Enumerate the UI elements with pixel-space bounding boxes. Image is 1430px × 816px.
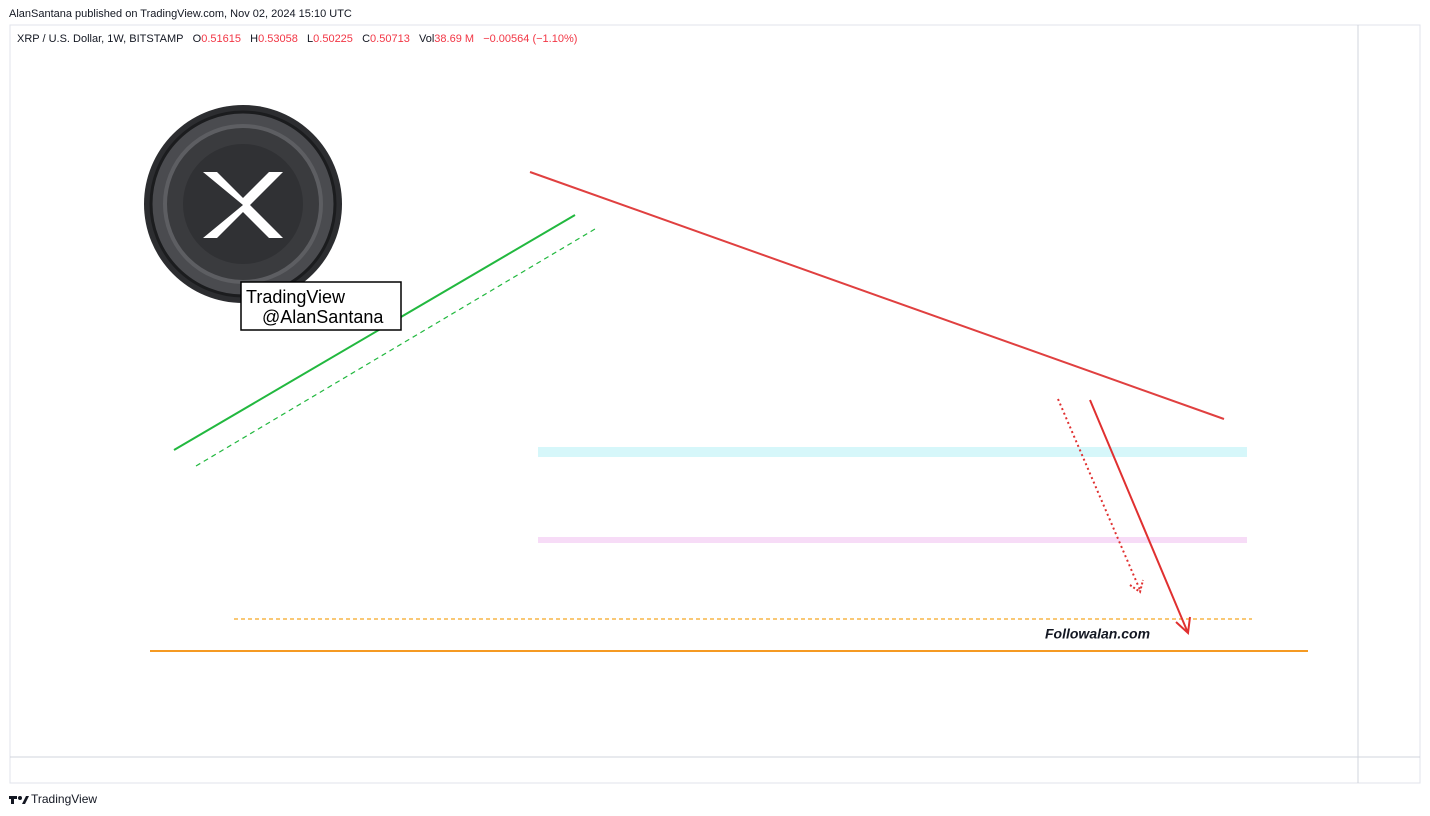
ohlc-value: 0.51615 (201, 33, 241, 45)
symbol: XRP / U.S. Dollar, 1W, BITSTAMP (17, 33, 184, 45)
ohlc-label: O (192, 33, 202, 45)
change-value: −0.00564 (483, 33, 530, 45)
ohlc-label: L (307, 33, 314, 45)
change-percent: (−1.10%) (532, 33, 578, 45)
trend-line (173, 214, 576, 451)
publish-line: AlanSantana published on TradingView.com… (9, 8, 352, 20)
site-annotation: Followalan.com (1045, 626, 1150, 642)
arrow-head (1175, 616, 1191, 636)
footer-logo (9, 796, 29, 804)
arrow (1089, 399, 1189, 634)
watermark-box (240, 281, 402, 331)
publish-text: AlanSantana published on TradingView.com… (9, 8, 352, 20)
ohlc-value: 0.53058 (258, 33, 298, 45)
watermark-text: @AlanSantana (262, 307, 384, 327)
ohlc-label: Vol (418, 33, 435, 45)
fib-zone (538, 537, 1247, 543)
legend-line: XRP / U.S. Dollar, 1W, BITSTAMP O0.51615… (17, 33, 577, 45)
volume-value: 38.69 M (434, 33, 475, 45)
ohlc-value: 0.50225 (313, 33, 353, 45)
arrow (1057, 398, 1141, 591)
footer-brand: TradingView (31, 792, 97, 806)
watermark-text: TradingView (246, 287, 346, 307)
trend-line (529, 171, 1225, 420)
ohlc-label: C (362, 33, 371, 45)
ohlc-label: H (250, 33, 259, 45)
arrow-head (1129, 579, 1144, 594)
coin-logo (144, 105, 342, 303)
frame (9, 24, 1421, 784)
support-zone (538, 447, 1247, 457)
ohlc-value: 0.50713 (370, 33, 410, 45)
